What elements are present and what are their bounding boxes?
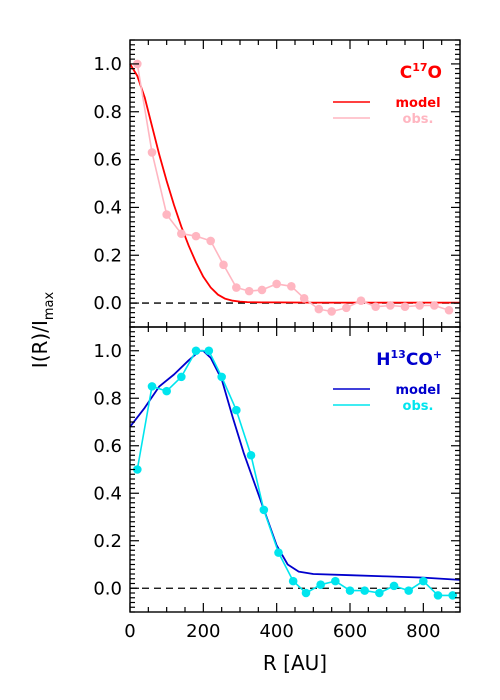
data-point bbox=[191, 231, 201, 241]
data-point bbox=[356, 296, 366, 305]
data-point bbox=[191, 346, 201, 356]
data-point bbox=[177, 229, 186, 239]
molecule-label: H13CO+ bbox=[376, 348, 442, 370]
data-point bbox=[301, 588, 311, 598]
data-point bbox=[371, 302, 380, 311]
data-point bbox=[274, 548, 283, 557]
bottom-panel: 0.0 0.2 0.4 0.6 0.8 1.0 0 200 400 600 800 H13CO+ mod… bbox=[93, 326, 461, 642]
data-point bbox=[232, 283, 241, 292]
data-point bbox=[257, 285, 267, 295]
data-point bbox=[288, 576, 298, 586]
data-point bbox=[133, 465, 142, 474]
legend-label: obs. bbox=[403, 399, 434, 414]
data-point bbox=[147, 382, 157, 391]
data-point bbox=[217, 372, 226, 382]
data-point bbox=[430, 301, 439, 310]
y-tick-label: 0.0 bbox=[93, 578, 122, 599]
y-tick-label: 0.8 bbox=[93, 102, 122, 123]
data-point bbox=[299, 294, 309, 303]
series-line-model bbox=[129, 349, 461, 581]
data-point bbox=[360, 586, 369, 595]
data-point bbox=[433, 591, 443, 600]
y-tick-label: 1.0 bbox=[93, 54, 122, 75]
molecule-label: C17O bbox=[400, 61, 442, 83]
x-tick-label: 0 bbox=[124, 621, 135, 642]
data-point bbox=[314, 304, 324, 314]
y-tick-label: 0.4 bbox=[93, 483, 122, 504]
y-tick-label: 0.4 bbox=[93, 197, 122, 218]
data-point bbox=[259, 505, 269, 515]
data-point bbox=[206, 236, 215, 246]
data-point bbox=[331, 576, 340, 586]
data-point bbox=[272, 279, 281, 289]
data-point bbox=[375, 588, 384, 598]
y-tick-label: 0.6 bbox=[93, 150, 122, 171]
legend-label: model bbox=[395, 383, 440, 398]
data-point bbox=[389, 581, 399, 591]
data-point bbox=[147, 148, 157, 157]
data-point bbox=[404, 586, 413, 595]
y-tick-label: 0.2 bbox=[93, 245, 122, 266]
data-point bbox=[415, 301, 424, 310]
x-tick-label: 400 bbox=[259, 621, 293, 642]
data-point bbox=[342, 303, 351, 313]
data-point bbox=[219, 260, 228, 270]
data-point bbox=[162, 210, 171, 219]
series-line-model bbox=[129, 63, 460, 304]
data-point bbox=[444, 305, 454, 315]
data-point bbox=[448, 591, 457, 600]
data-point bbox=[345, 586, 355, 595]
data-point bbox=[327, 307, 336, 316]
x-tick-label: 200 bbox=[186, 621, 220, 642]
data-point bbox=[246, 450, 256, 460]
plot-frame bbox=[129, 39, 461, 328]
data-point bbox=[386, 301, 395, 310]
y-tick-label: 0.6 bbox=[93, 436, 122, 457]
y-axis-label-sub: max bbox=[42, 292, 57, 321]
data-point bbox=[287, 282, 296, 291]
data-point bbox=[232, 405, 241, 415]
y-axis-label-main: I(R)/I bbox=[28, 320, 52, 368]
data-point bbox=[204, 346, 214, 356]
data-point bbox=[316, 580, 325, 589]
y-tick-label: 0.2 bbox=[93, 531, 122, 552]
x-axis-label: R [AU] bbox=[263, 651, 327, 675]
data-point bbox=[162, 386, 171, 396]
data-point bbox=[400, 302, 410, 311]
legend-label: obs. bbox=[403, 112, 434, 127]
data-point bbox=[419, 576, 428, 586]
x-tick-label: 800 bbox=[406, 621, 440, 642]
legend-label: model bbox=[395, 96, 440, 111]
y-tick-label: 0.8 bbox=[93, 388, 122, 409]
data-point bbox=[177, 372, 186, 382]
data-point bbox=[244, 286, 254, 296]
y-axis-label: I(R)/Imax bbox=[28, 292, 57, 369]
x-tick-label: 600 bbox=[333, 621, 367, 642]
y-tick-label: 0.0 bbox=[93, 293, 122, 314]
y-tick-label: 1.0 bbox=[93, 341, 122, 362]
